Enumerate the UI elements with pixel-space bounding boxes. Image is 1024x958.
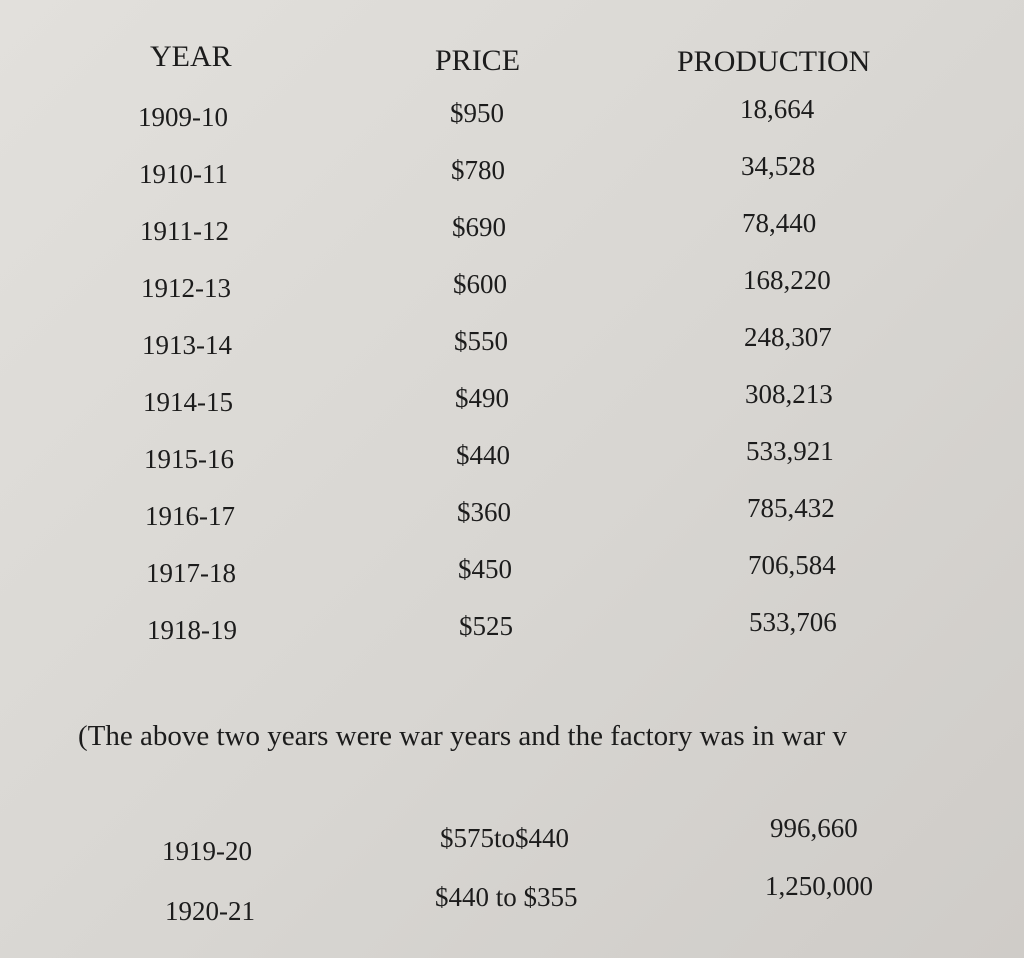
year-cell: 1917-18 — [146, 558, 236, 588]
year-cell: 1909-10 — [138, 102, 228, 132]
year-cell: 1912-13 — [141, 273, 231, 303]
price-cell: $690 — [452, 212, 506, 242]
year-cell: 1920-21 — [165, 896, 255, 926]
column-header: PRODUCTION — [677, 45, 871, 78]
production-cell: 533,921 — [746, 436, 834, 466]
column-header: PRICE — [435, 44, 521, 77]
production-cell: 78,440 — [742, 208, 817, 238]
production-cell: 533,706 — [749, 607, 837, 637]
production-cell: 18,664 — [740, 94, 815, 124]
production-cell: 308,213 — [745, 379, 833, 409]
production-cell: 248,307 — [744, 322, 832, 352]
price-cell: $525 — [459, 611, 513, 641]
production-cell: 996,660 — [770, 813, 858, 843]
price-cell: $550 — [454, 326, 508, 356]
year-cell: 1910-11 — [139, 159, 228, 189]
year-cell: 1913-14 — [142, 330, 232, 360]
production-cell: 706,584 — [748, 550, 836, 580]
year-cell: 1919-20 — [162, 836, 252, 866]
price-cell: $950 — [450, 98, 504, 128]
production-cell: 1,250,000 — [765, 871, 873, 901]
year-cell: 1911-12 — [140, 216, 229, 246]
year-cell: 1915-16 — [144, 444, 234, 474]
footnote: (The above two years were war years and … — [78, 722, 847, 751]
price-cell: $440 — [456, 440, 510, 470]
price-cell: $575to$440 — [440, 823, 570, 853]
year-cell: 1916-17 — [145, 501, 235, 531]
price-cell: $490 — [455, 383, 509, 413]
column-header: YEAR — [150, 40, 232, 73]
year-cell: 1918-19 — [147, 615, 237, 645]
price-cell: $450 — [458, 554, 512, 584]
production-cell: 34,528 — [741, 151, 816, 181]
production-cell: 168,220 — [743, 265, 831, 295]
production-cell: 785,432 — [747, 493, 835, 523]
year-cell: 1914-15 — [143, 387, 233, 417]
price-cell: $780 — [451, 155, 505, 185]
price-cell: $600 — [453, 269, 507, 299]
price-cell: $440 to $355 — [435, 882, 578, 912]
price-cell: $360 — [457, 497, 511, 527]
